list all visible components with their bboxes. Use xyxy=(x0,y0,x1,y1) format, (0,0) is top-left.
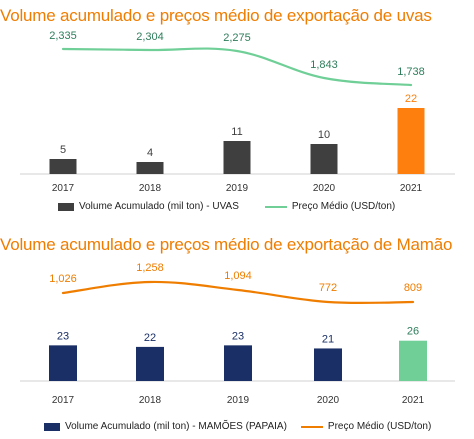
x-tick-label-uvas-2019: 2019 xyxy=(226,183,249,194)
legend-uvas: Volume Acumulado (mil ton) - UVAS Preço … xyxy=(58,201,395,212)
legend-swatch-line-uvas xyxy=(264,205,287,208)
bar-mamao-2018 xyxy=(136,346,164,381)
bar-value-label-mamao-2017: 23 xyxy=(57,330,69,342)
bar-value-label-mamao-2018: 22 xyxy=(144,332,156,344)
price-line-uvas xyxy=(61,47,413,87)
x-tick-label-mamao-2019: 2019 xyxy=(227,395,250,406)
bar-uvas-2017 xyxy=(49,159,77,174)
bar-uvas-2019 xyxy=(223,141,251,174)
price-label-uvas-2019: 2,275 xyxy=(223,32,251,44)
price-label-mamao-2017: 1,026 xyxy=(49,273,77,285)
bar-uvas-2018 xyxy=(136,162,164,174)
legend-label-volume-mamao: Volume Acumulado (mil ton) - MAMÕES (PAP… xyxy=(65,421,287,432)
price-line-mamao xyxy=(61,280,415,305)
bar-value-label-mamao-2019: 23 xyxy=(232,330,244,342)
bar-mamao-2021 xyxy=(399,340,427,381)
price-label-mamao-2020: 772 xyxy=(319,282,337,294)
legend-label-volume-uvas: Volume Acumulado (mil ton) - UVAS xyxy=(79,201,239,212)
legend-mamao: Volume Acumulado (mil ton) - MAMÕES (PAP… xyxy=(44,421,431,432)
legend-label-preco-uvas: Preço Médio (USD/ton) xyxy=(291,201,396,212)
x-tick-label-uvas-2020: 2020 xyxy=(313,183,336,194)
legend-swatch-bar-uvas xyxy=(58,202,74,211)
bar-value-label-uvas-2019: 11 xyxy=(231,126,242,138)
bar-value-label-uvas-2021: 22 xyxy=(405,93,417,105)
x-tick-label-mamao-2021: 2021 xyxy=(402,395,425,406)
bar-mamao-2017 xyxy=(49,345,77,381)
x-tick-label-mamao-2017: 2017 xyxy=(52,395,75,406)
bar-value-label-mamao-2021: 26 xyxy=(407,326,419,338)
x-tick-label-mamao-2020: 2020 xyxy=(317,395,340,406)
bar-uvas-2020 xyxy=(310,144,338,174)
legend-swatch-line-mamao xyxy=(300,425,323,428)
price-label-mamao-2021: 809 xyxy=(404,282,422,294)
legend-label-preco-mamao: Preço Médio (USD/ton) xyxy=(327,421,432,432)
bar-mamao-2019 xyxy=(224,345,252,381)
bar-value-label-uvas-2020: 10 xyxy=(318,129,330,141)
x-tick-label-uvas-2017: 2017 xyxy=(52,183,75,194)
legend-swatch-bar-mamao xyxy=(44,422,60,431)
bar-value-label-mamao-2020: 21 xyxy=(322,333,334,345)
price-label-mamao-2019: 1,094 xyxy=(224,270,252,282)
price-label-uvas-2021: 1,738 xyxy=(397,66,425,78)
price-label-mamao-2018: 1,258 xyxy=(136,262,164,274)
x-tick-label-uvas-2021: 2021 xyxy=(400,183,423,194)
price-label-uvas-2020: 1,843 xyxy=(310,59,338,71)
bar-value-label-uvas-2018: 4 xyxy=(147,147,153,159)
chart-title-mamao: Volume acumulado e preços médio de expor… xyxy=(0,235,453,254)
bar-value-label-uvas-2017: 5 xyxy=(60,144,66,156)
price-label-uvas-2018: 2,304 xyxy=(136,31,164,43)
bar-mamao-2020 xyxy=(314,348,342,381)
bar-uvas-2021 xyxy=(397,108,425,174)
x-tick-label-uvas-2018: 2018 xyxy=(139,183,162,194)
price-label-uvas-2017: 2,335 xyxy=(49,30,77,42)
chart-title-uvas: Volume acumulado e preços médio de expor… xyxy=(0,6,432,25)
x-tick-label-mamao-2018: 2018 xyxy=(139,395,162,406)
